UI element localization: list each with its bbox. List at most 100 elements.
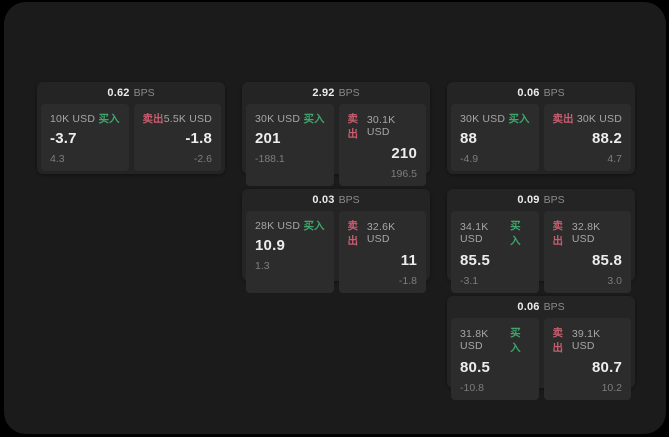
sell-side-label: 卖出 bbox=[552, 113, 574, 125]
sell-panel-header: 卖出 32.8K USD bbox=[553, 218, 623, 248]
buy-panel-header: 10K USD 买入 bbox=[50, 111, 120, 126]
buy-delta: -3.1 bbox=[460, 275, 479, 287]
bps-value: 0.06 bbox=[517, 301, 540, 313]
sell-side-label: 卖出 bbox=[347, 220, 359, 247]
buy-amount: 30K USD bbox=[460, 112, 506, 125]
bps-unit-label: BPS bbox=[338, 87, 360, 99]
buy-amount: 10K USD bbox=[50, 112, 96, 125]
bps-value: 2.92 bbox=[312, 87, 335, 99]
buy-price: 10.9 bbox=[255, 237, 285, 254]
buy-panel-header: 28K USD 买入 bbox=[255, 218, 325, 233]
buy-side-label: 买入 bbox=[510, 220, 521, 247]
sell-price: 210 bbox=[391, 145, 417, 162]
bps-unit-label: BPS bbox=[133, 87, 155, 99]
sell-amount: 32.8K USD bbox=[571, 221, 601, 245]
buy-panel-header: 31.8K USD 买入 bbox=[460, 325, 530, 355]
sell-delta: 10.2 bbox=[601, 382, 622, 394]
buy-delta: -10.8 bbox=[460, 382, 484, 394]
buy-panel-header: 30K USD 买入 bbox=[460, 111, 530, 126]
sell-panel[interactable]: 卖出 30.1K USD 210 196.5 bbox=[338, 104, 426, 186]
buy-amount: 30K USD bbox=[255, 112, 301, 125]
sell-panel-header: 卖出 32.6K USD bbox=[348, 218, 418, 248]
quote-panels: 28K USD 买入 10.9 1.3 卖出 32.6K USD 11 -1.8 bbox=[242, 211, 430, 297]
buy-amount: 28K USD bbox=[255, 219, 301, 232]
bps-value: 0.09 bbox=[517, 194, 540, 206]
buy-price: 201 bbox=[255, 130, 281, 147]
app-container: 0.62 BPS 10K USD 买入 -3.7 4.3 卖出 5.5K USD… bbox=[4, 2, 666, 434]
sell-price: 85.8 bbox=[592, 252, 622, 269]
sell-panel-header: 卖出 5.5K USD bbox=[143, 111, 213, 126]
sell-delta: 196.5 bbox=[390, 168, 417, 180]
sell-amount: 32.6K USD bbox=[366, 221, 396, 245]
sell-amount: 39.1K USD bbox=[571, 328, 601, 352]
sell-panel[interactable]: 卖出 30K USD 88.2 4.7 bbox=[543, 104, 631, 171]
cards-grid: 0.62 BPS 10K USD 买入 -3.7 4.3 卖出 5.5K USD… bbox=[37, 82, 635, 400]
card-header: 0.62 BPS bbox=[37, 82, 225, 104]
buy-delta: -188.1 bbox=[255, 153, 285, 165]
sell-panel-header: 卖出 39.1K USD bbox=[553, 325, 623, 355]
quote-panels: 31.8K USD 买入 80.5 -10.8 卖出 39.1K USD 80.… bbox=[447, 318, 635, 404]
buy-price: 85.5 bbox=[460, 252, 490, 269]
sell-delta: -2.6 bbox=[193, 153, 212, 165]
buy-side-label: 买入 bbox=[508, 113, 530, 125]
sell-price: 88.2 bbox=[592, 130, 622, 147]
card-header: 0.06 BPS bbox=[447, 82, 635, 104]
sell-price: 80.7 bbox=[592, 359, 622, 376]
sell-delta: 3.0 bbox=[607, 275, 622, 287]
card-header: 0.03 BPS bbox=[242, 189, 430, 211]
sell-side-label: 卖出 bbox=[142, 113, 164, 125]
buy-delta: -4.9 bbox=[460, 153, 479, 165]
bps-unit-label: BPS bbox=[338, 194, 360, 206]
bps-value: 0.62 bbox=[107, 87, 130, 99]
sell-price: 11 bbox=[400, 252, 417, 269]
sell-delta: -1.8 bbox=[398, 275, 417, 287]
quote-card: 0.62 BPS 10K USD 买入 -3.7 4.3 卖出 5.5K USD… bbox=[37, 82, 225, 174]
buy-panel[interactable]: 31.8K USD 买入 80.5 -10.8 bbox=[451, 318, 539, 400]
sell-side-label: 卖出 bbox=[552, 220, 564, 247]
buy-delta: 4.3 bbox=[50, 153, 65, 165]
sell-amount: 30K USD bbox=[576, 112, 622, 125]
quote-panels: 34.1K USD 买入 85.5 -3.1 卖出 32.8K USD 85.8… bbox=[447, 211, 635, 297]
card-header: 0.06 BPS bbox=[447, 296, 635, 318]
sell-amount: 30.1K USD bbox=[366, 114, 396, 138]
bps-unit-label: BPS bbox=[543, 194, 565, 206]
sell-panel[interactable]: 卖出 5.5K USD -1.8 -2.6 bbox=[133, 104, 221, 171]
buy-panel[interactable]: 34.1K USD 买入 85.5 -3.1 bbox=[451, 211, 539, 293]
buy-price: 88 bbox=[460, 130, 478, 147]
quote-panels: 30K USD 买入 88 -4.9 卖出 30K USD 88.2 4.7 bbox=[447, 104, 635, 175]
buy-amount: 31.8K USD bbox=[460, 328, 489, 352]
buy-panel[interactable]: 30K USD 买入 88 -4.9 bbox=[451, 104, 539, 171]
sell-delta: 4.7 bbox=[607, 153, 622, 165]
bps-unit-label: BPS bbox=[543, 301, 565, 313]
sell-price: -1.8 bbox=[185, 130, 212, 147]
sell-panel[interactable]: 卖出 32.8K USD 85.8 3.0 bbox=[543, 211, 631, 293]
buy-side-label: 买入 bbox=[98, 113, 120, 125]
buy-panel-header: 30K USD 买入 bbox=[255, 111, 325, 126]
quote-card: 0.06 BPS 31.8K USD 买入 80.5 -10.8 卖出 39.1… bbox=[447, 296, 635, 400]
quote-card: 0.03 BPS 28K USD 买入 10.9 1.3 卖出 32.6K US… bbox=[242, 189, 430, 293]
sell-side-label: 卖出 bbox=[347, 113, 359, 140]
quote-card: 0.06 BPS 30K USD 买入 88 -4.9 卖出 30K USD 8… bbox=[447, 82, 635, 174]
sell-panel-header: 卖出 30K USD bbox=[553, 111, 623, 126]
bps-value: 0.06 bbox=[517, 87, 540, 99]
sell-panel[interactable]: 卖出 39.1K USD 80.7 10.2 bbox=[543, 318, 631, 400]
sell-side-label: 卖出 bbox=[552, 327, 564, 354]
buy-side-label: 买入 bbox=[303, 220, 325, 232]
quote-panels: 30K USD 买入 201 -188.1 卖出 30.1K USD 210 1… bbox=[242, 104, 430, 190]
buy-side-label: 买入 bbox=[510, 327, 521, 354]
buy-amount: 34.1K USD bbox=[460, 221, 489, 245]
bps-unit-label: BPS bbox=[543, 87, 565, 99]
sell-panel[interactable]: 卖出 32.6K USD 11 -1.8 bbox=[338, 211, 426, 293]
quote-panels: 10K USD 买入 -3.7 4.3 卖出 5.5K USD -1.8 -2.… bbox=[37, 104, 225, 175]
buy-side-label: 买入 bbox=[303, 113, 325, 125]
buy-panel-header: 34.1K USD 买入 bbox=[460, 218, 530, 248]
sell-amount: 5.5K USD bbox=[163, 112, 212, 125]
bps-value: 0.03 bbox=[312, 194, 335, 206]
buy-price: 80.5 bbox=[460, 359, 490, 376]
sell-panel-header: 卖出 30.1K USD bbox=[348, 111, 418, 141]
buy-panel[interactable]: 10K USD 买入 -3.7 4.3 bbox=[41, 104, 129, 171]
quote-card: 0.09 BPS 34.1K USD 买入 85.5 -3.1 卖出 32.8K… bbox=[447, 189, 635, 293]
card-header: 0.09 BPS bbox=[447, 189, 635, 211]
buy-panel[interactable]: 30K USD 买入 201 -188.1 bbox=[246, 104, 334, 186]
buy-panel[interactable]: 28K USD 买入 10.9 1.3 bbox=[246, 211, 334, 293]
